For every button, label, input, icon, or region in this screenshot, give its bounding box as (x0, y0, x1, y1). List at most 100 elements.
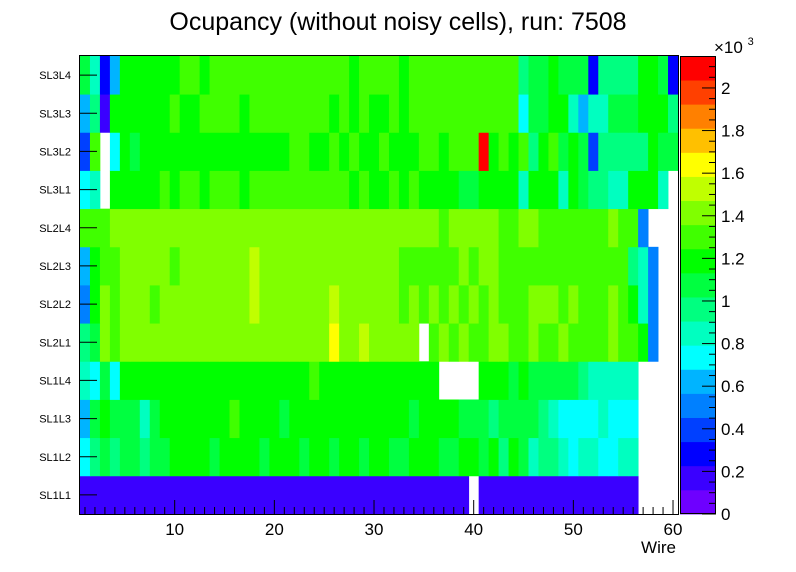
heatmap-cell (169, 170, 181, 210)
color-scale-label: 2 (721, 79, 730, 98)
heatmap-cell (548, 475, 559, 515)
heatmap-cell (379, 437, 390, 477)
heatmap-cell (518, 475, 529, 515)
heatmap-cell (608, 132, 619, 171)
heatmap-cell (119, 323, 131, 362)
heatmap-cell (179, 437, 191, 477)
heatmap-cell (269, 132, 280, 171)
heatmap-cell (229, 323, 240, 362)
heatmap-cell (249, 94, 260, 133)
heatmap-cell (139, 208, 151, 248)
heatmap-cell (299, 323, 310, 362)
color-scale-swatch (680, 128, 716, 153)
heatmap-cell (129, 323, 141, 362)
heatmap-cell (458, 94, 470, 133)
heatmap-cell (418, 361, 430, 400)
color-scale-exponent-power: 3 (748, 36, 754, 48)
color-scale-label: 1.4 (721, 207, 745, 226)
heatmap-cell (458, 475, 470, 515)
heatmap-cell (518, 437, 529, 477)
heatmap-cell (408, 285, 420, 324)
heatmap-cell (558, 132, 569, 171)
heatmap-cell (588, 94, 599, 133)
heatmap-cell (398, 94, 410, 133)
heatmap-cell (369, 208, 380, 248)
heatmap-cell (598, 399, 609, 439)
heatmap-cell (588, 399, 599, 439)
heatmap-cell (349, 285, 360, 324)
heatmap-cell (528, 56, 539, 95)
heatmap-cell (528, 170, 539, 210)
heatmap-cell (99, 94, 111, 133)
heatmap-cell (578, 361, 589, 400)
heatmap-cell (329, 285, 340, 324)
heatmap-cell (259, 132, 270, 171)
heatmap-cell (119, 285, 131, 324)
layer-label: SL3L2 (39, 146, 71, 158)
heatmap-cell (109, 56, 121, 95)
heatmap-cell (568, 208, 579, 248)
heatmap-cell (468, 399, 480, 439)
heatmap-cell (279, 94, 290, 133)
heatmap-cell (388, 56, 400, 95)
heatmap-cell (448, 399, 460, 439)
heatmap-cell (628, 361, 639, 400)
color-scale-swatch (680, 417, 716, 443)
heatmap-cell (418, 56, 430, 95)
heatmap-cell (568, 475, 579, 515)
heatmap-cell (528, 475, 539, 515)
color-scale-swatch (680, 176, 716, 202)
heatmap-cell (259, 94, 270, 133)
heatmap-cell (588, 170, 599, 210)
heatmap-cell (199, 94, 210, 133)
heatmap-cell (658, 132, 669, 171)
heatmap-cell (299, 94, 310, 133)
heatmap-cell (538, 285, 549, 324)
layer-label: SL2L1 (39, 337, 71, 349)
heatmap-cell (169, 323, 181, 362)
heatmap-cell (149, 361, 161, 400)
heatmap-cell (109, 323, 121, 362)
heatmap-cell (379, 208, 390, 248)
heatmap-cell (199, 132, 210, 171)
heatmap-cell (608, 323, 619, 362)
heatmap-cell (598, 208, 609, 248)
heatmap-cell (428, 208, 440, 248)
layer-label: SL3L1 (39, 185, 71, 197)
heatmap-cell (568, 437, 579, 477)
heatmap-cell (488, 56, 499, 95)
heatmap-cell (309, 285, 320, 324)
heatmap-cell (269, 323, 280, 362)
heatmap-cell (259, 56, 270, 95)
heatmap-cell (538, 132, 549, 171)
heatmap-cell (149, 94, 161, 133)
heatmap-cell (468, 170, 480, 210)
heatmap-cell (518, 246, 529, 286)
heatmap-cell (189, 475, 200, 515)
heatmap-cell (618, 361, 629, 400)
heatmap-cell (528, 246, 539, 286)
heatmap-cell (349, 323, 360, 362)
heatmap-cell (259, 399, 270, 439)
heatmap-cell (299, 56, 310, 95)
heatmap-cell (498, 94, 509, 133)
heatmap-cell (458, 208, 470, 248)
heatmap-cell (279, 56, 290, 95)
heatmap-cell (189, 323, 200, 362)
heatmap-cell (578, 56, 589, 95)
heatmap-cell (558, 94, 569, 133)
heatmap-cell (159, 399, 171, 439)
heatmap-cell (488, 323, 499, 362)
heatmap-cell (249, 56, 260, 95)
heatmap-cell (339, 208, 350, 248)
heatmap-cell (129, 399, 141, 439)
heatmap-cell (668, 94, 679, 133)
heatmap-cell (369, 475, 380, 515)
heatmap-cell (219, 132, 230, 171)
heatmap-cell (518, 170, 529, 210)
heatmap-cell (219, 246, 230, 286)
heatmap-cell (319, 170, 330, 210)
layer-label: SL1L4 (39, 375, 71, 387)
heatmap-cell (229, 208, 240, 248)
heatmap-cell (279, 246, 290, 286)
